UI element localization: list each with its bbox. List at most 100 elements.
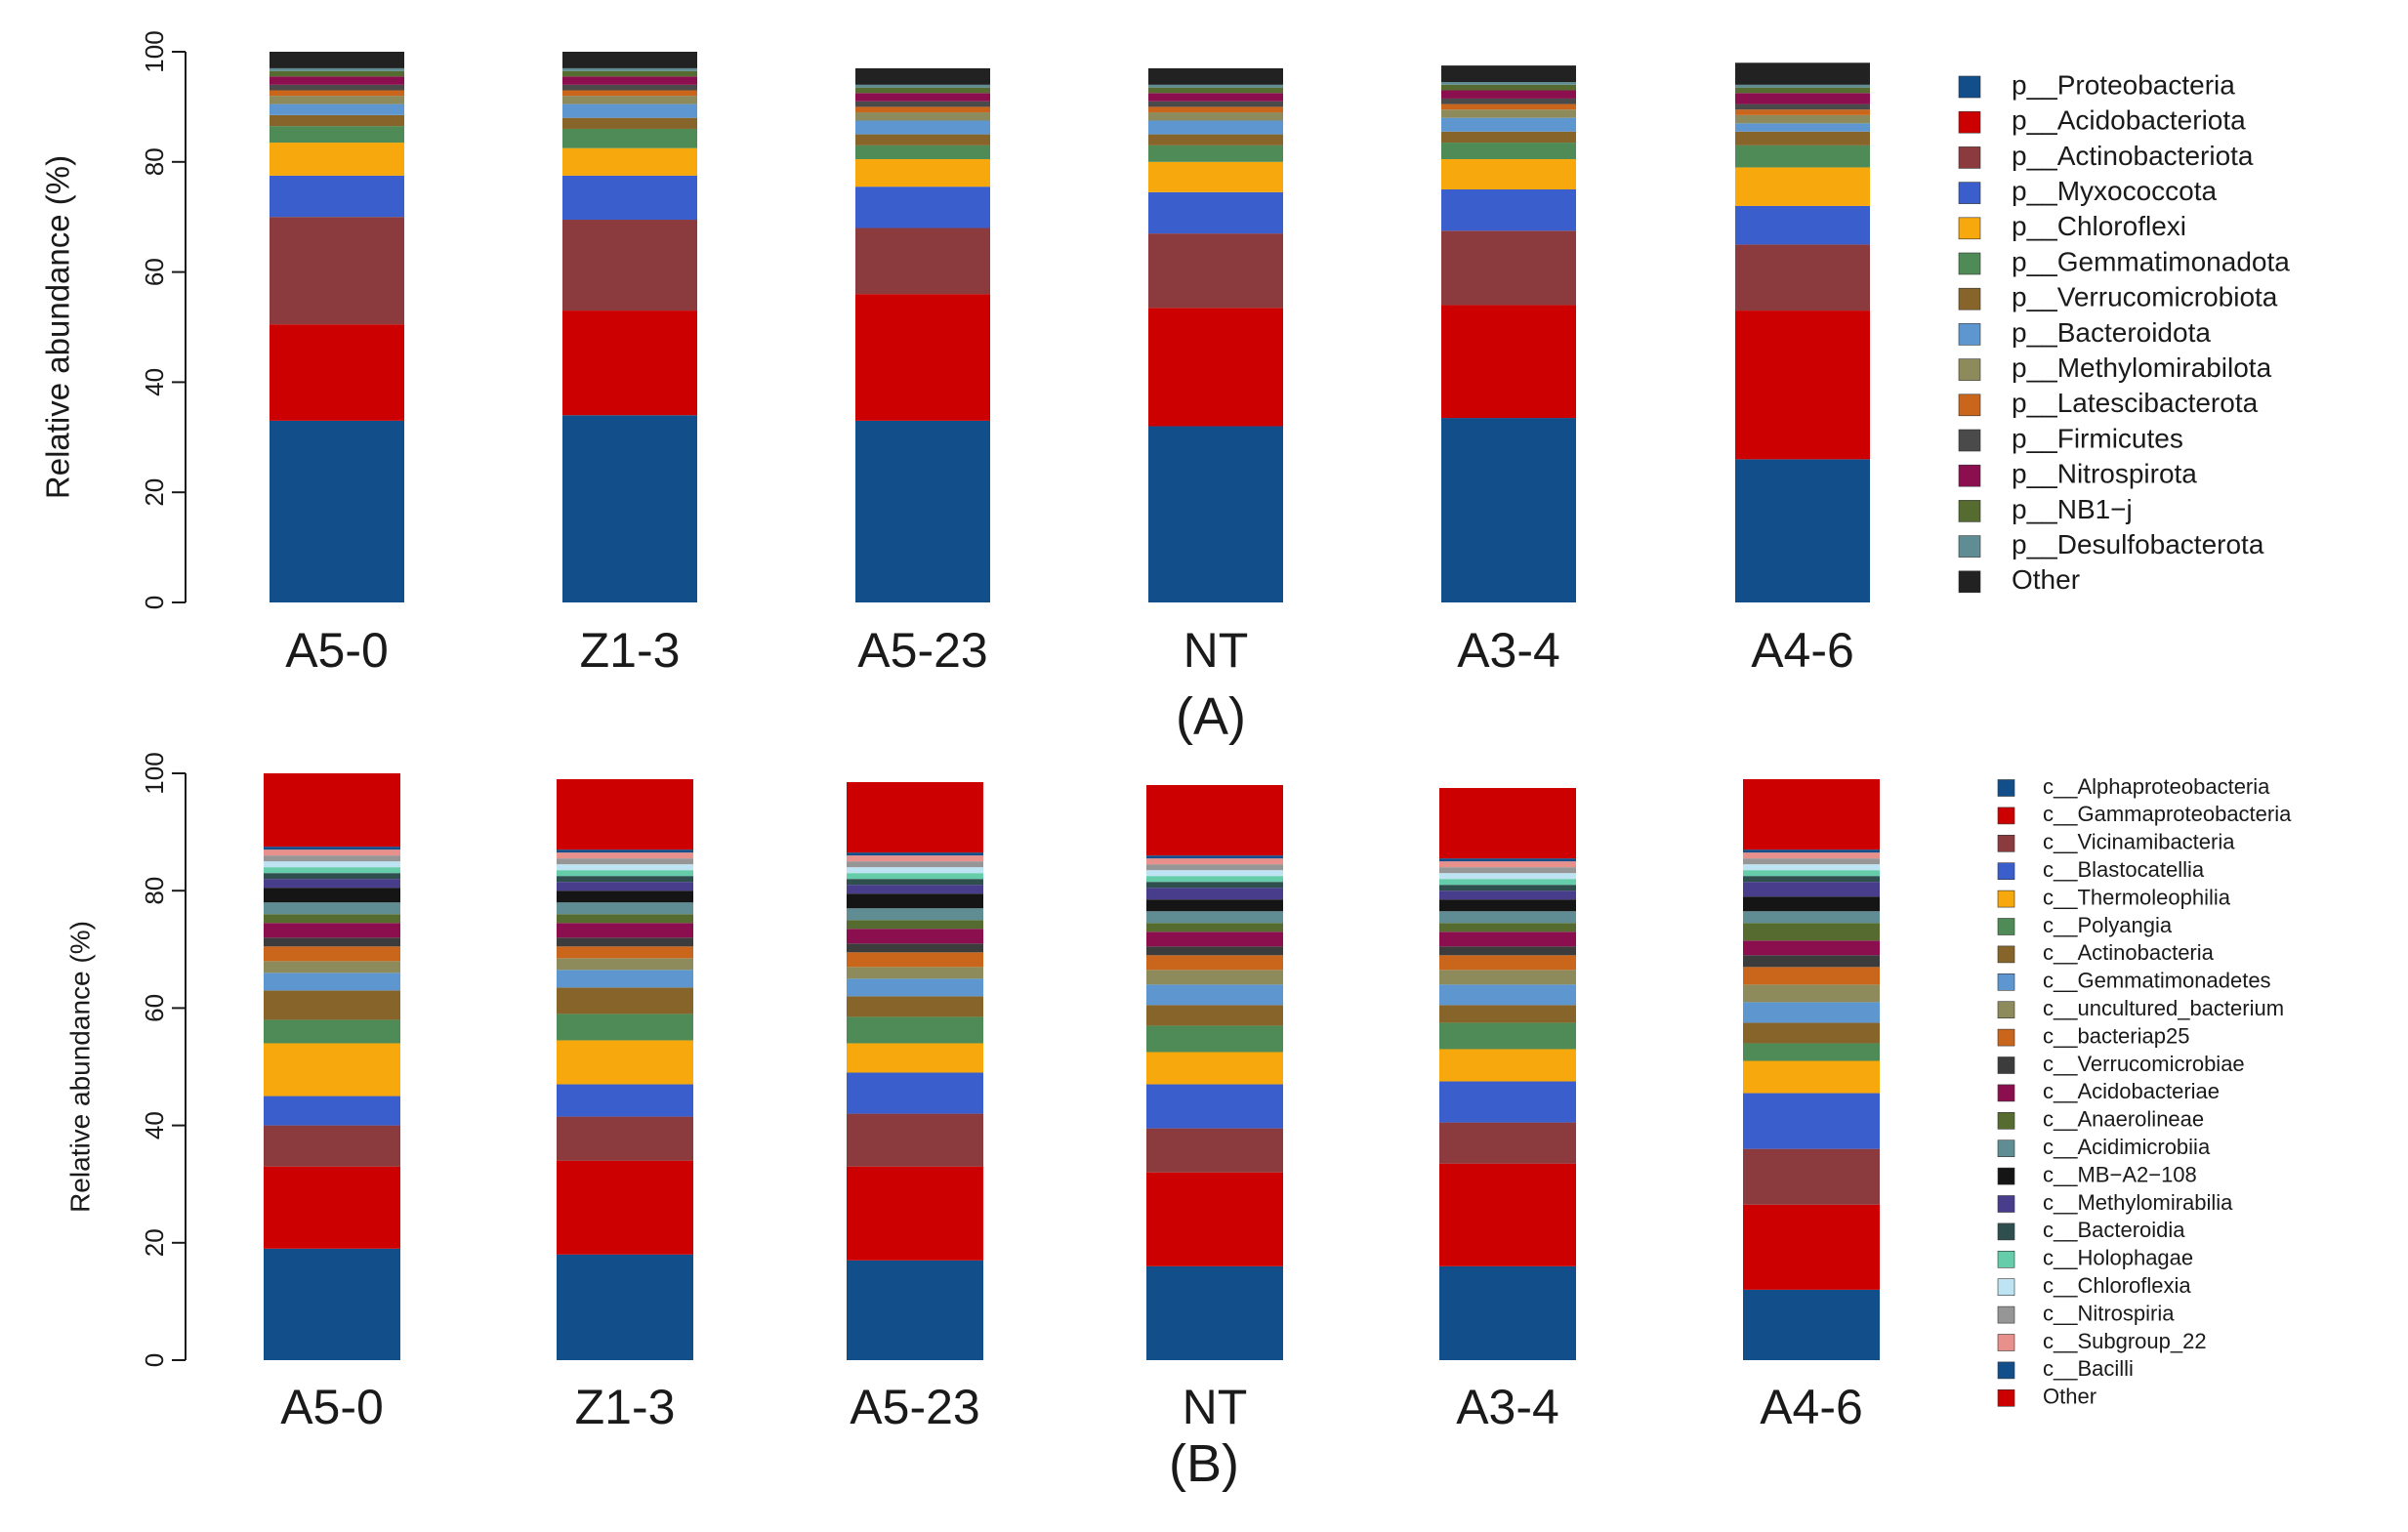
bar-segment	[270, 104, 404, 115]
bar-segment	[562, 175, 697, 221]
y-tick-label: 60	[140, 994, 169, 1022]
legend-label: c__Nitrospiria	[2043, 1301, 2175, 1325]
bar-segment	[557, 987, 693, 1014]
bar-segment	[1439, 955, 1576, 971]
bar-segment	[264, 861, 400, 868]
bar-segment	[855, 158, 990, 187]
bar-segment	[1441, 98, 1576, 104]
bar-segment	[264, 946, 400, 962]
bar-segment	[1439, 858, 1576, 862]
bar-segment	[1735, 114, 1870, 124]
bar-segment	[557, 876, 693, 883]
x-category-label: Z1-3	[575, 1380, 676, 1434]
bar-segment	[847, 879, 983, 886]
bar-segment	[1148, 308, 1283, 427]
legend-label: c__Gammaproteobacteria	[2043, 802, 2292, 826]
legend-swatch	[1958, 182, 1981, 204]
y-tick-label: 0	[140, 1353, 169, 1367]
x-category-label: A4-6	[1760, 1380, 1863, 1434]
bar-segment	[1146, 946, 1283, 956]
legend-label: p__NB1−j	[2012, 494, 2133, 524]
bar-segment	[1146, 858, 1283, 865]
bar-segment	[1148, 112, 1283, 121]
bar-segment	[1146, 1128, 1283, 1173]
bar-segment	[847, 1072, 983, 1114]
bar-segment	[1441, 230, 1576, 306]
bar-segment	[1148, 145, 1283, 162]
bar-segment	[1146, 955, 1283, 971]
bar-segment	[847, 952, 983, 968]
bar-segment	[1743, 911, 1880, 924]
bar-segment	[1743, 1148, 1880, 1205]
legend-swatch	[1997, 1112, 2015, 1130]
bar-segment	[855, 228, 990, 295]
bar-segment	[1441, 104, 1576, 110]
bar-segment	[847, 978, 983, 997]
legend-swatch	[1958, 570, 1981, 594]
bar-segment	[1439, 890, 1576, 900]
legend-swatch	[1997, 1056, 2015, 1074]
bar-segment	[1735, 104, 1870, 110]
bar-segment	[1146, 923, 1283, 932]
bar-segment	[562, 70, 697, 77]
bar-segment	[855, 87, 990, 94]
x-category-label: A5-0	[280, 1380, 384, 1434]
bar-segment	[1441, 131, 1576, 144]
bar-segment	[1146, 911, 1283, 924]
legend-swatch	[1997, 862, 2015, 881]
bar-segment	[557, 1014, 693, 1041]
bar-segment	[847, 929, 983, 944]
bar-segment	[1743, 967, 1880, 985]
bar-segment	[562, 415, 697, 602]
legend-swatch	[1997, 834, 2015, 852]
legend-label: c__Methylomirabilia	[2043, 1190, 2233, 1215]
bar-segment	[1148, 426, 1283, 602]
bar-segment	[557, 864, 693, 871]
bar-segment	[264, 961, 400, 973]
bar-segment	[264, 888, 400, 903]
bar-segment	[1439, 899, 1576, 912]
bar-segment	[1735, 167, 1870, 206]
bar-segment	[1441, 109, 1576, 118]
bar-segment	[1441, 143, 1576, 159]
bar-segment	[1743, 1002, 1880, 1023]
legend-swatch	[1958, 110, 1981, 134]
legend-swatch	[1997, 973, 2015, 991]
bar-segment	[562, 220, 697, 311]
bar-segment	[855, 67, 990, 85]
bar-segment	[847, 861, 983, 868]
bar-segment	[264, 773, 400, 848]
bar-segment	[1148, 120, 1283, 135]
bar-segment	[1743, 779, 1880, 850]
legend-label: c__Acidobacteriae	[2043, 1079, 2220, 1103]
bar-segment	[1146, 984, 1283, 1006]
legend-label: c__Anaerolineae	[2043, 1107, 2204, 1132]
legend-swatch	[1997, 1084, 2015, 1102]
bar-segment	[1439, 1163, 1576, 1266]
bar-stack-a4-6	[1735, 62, 1870, 602]
bar-segment	[847, 1260, 983, 1360]
bar-segment	[557, 923, 693, 938]
legend-label: c__uncultured_bacterium	[2043, 996, 2284, 1020]
bar-segment	[1439, 788, 1576, 859]
legend-swatch	[1997, 1361, 2015, 1380]
bar-stack-a3-4	[1439, 788, 1576, 1360]
bar-segment	[270, 90, 404, 97]
legend-label: Other	[2012, 564, 2080, 595]
legend-label: p__Methylomirabilota	[2012, 352, 2272, 383]
bar-segment	[1743, 876, 1880, 883]
legend-swatch	[1958, 358, 1981, 381]
bar-segment	[1439, 923, 1576, 932]
bar-segment	[264, 973, 400, 991]
bar-segment	[1439, 1081, 1576, 1123]
bar-segment	[270, 126, 404, 144]
bar-segment	[557, 1116, 693, 1161]
bar-segment	[1743, 864, 1880, 871]
legend-label: p__Desulfobacterota	[2012, 529, 2264, 559]
legend-swatch	[1997, 1139, 2015, 1157]
bar-segment	[1743, 923, 1880, 941]
bar-segment	[562, 52, 697, 68]
bar-segment	[1735, 244, 1870, 311]
bar-segment	[847, 943, 983, 953]
legend-label: p__Firmicutes	[2012, 423, 2183, 453]
